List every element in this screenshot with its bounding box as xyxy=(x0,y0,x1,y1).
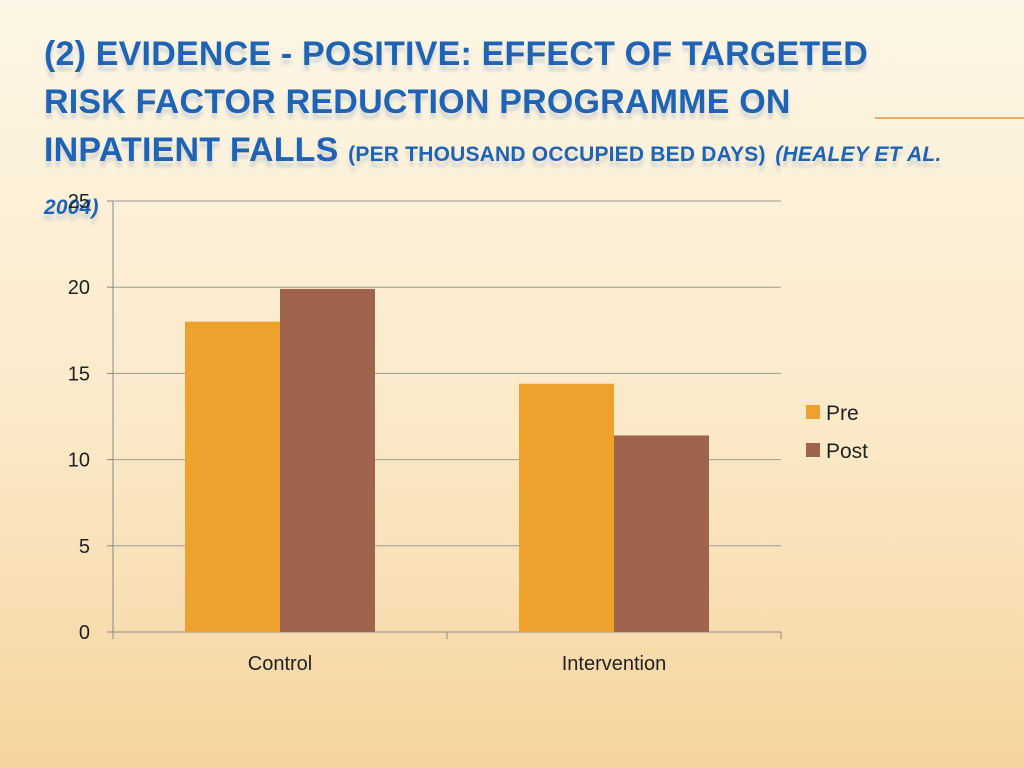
bar-control-post xyxy=(280,288,375,632)
slide-title: (2) Evidence - Positive: Effect of targe… xyxy=(44,30,944,232)
x-tick-label: Intervention xyxy=(562,653,667,675)
bar-intervention-post xyxy=(614,435,709,632)
y-tick-label: 5 xyxy=(79,536,90,558)
title-sub: (per thousand occupied bed days) xyxy=(348,143,766,166)
accent-line xyxy=(875,117,1024,119)
y-tick-label: 20 xyxy=(68,277,90,299)
title-citation: (Healey et al. 2004) xyxy=(44,143,942,219)
legend-swatch-pre xyxy=(806,405,820,419)
bar-control-pre xyxy=(185,321,280,632)
y-tick-label: 10 xyxy=(68,450,90,472)
legend-swatch-post xyxy=(806,443,820,457)
y-tick-label: 25 xyxy=(68,191,90,213)
y-tick-label: 0 xyxy=(79,622,90,644)
legend-label-pre: Pre xyxy=(826,402,859,425)
legend-label-post: Post xyxy=(826,440,868,463)
y-tick-label: 15 xyxy=(68,363,90,385)
bar-intervention-pre xyxy=(519,383,614,632)
x-tick-label: Control xyxy=(248,653,312,675)
title-main: (2) Evidence - Positive: Effect of targe… xyxy=(44,35,869,169)
